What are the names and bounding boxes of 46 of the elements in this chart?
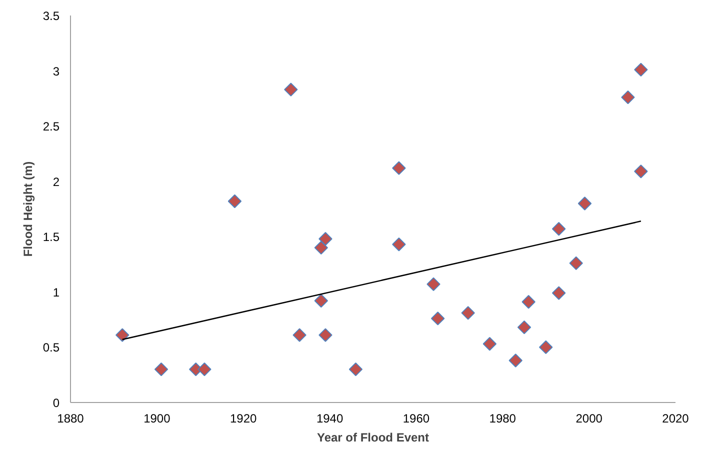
- point: [552, 222, 566, 236]
- point: [314, 294, 328, 308]
- point: [552, 286, 566, 300]
- point: [426, 277, 440, 292]
- y-tick-label: 0: [52, 396, 60, 410]
- point: [569, 256, 583, 270]
- point: [392, 161, 406, 175]
- point: [634, 164, 648, 178]
- y-tick-label: 2.5: [42, 120, 60, 134]
- point: [517, 320, 532, 334]
- point: [284, 82, 298, 96]
- x-tick-label: 2020: [662, 412, 690, 426]
- y-tick-label: 1.5: [42, 230, 60, 244]
- point: [430, 312, 445, 326]
- point: [115, 328, 130, 342]
- x-tick-label: 1980: [489, 412, 516, 426]
- point: [634, 62, 648, 77]
- point: [318, 232, 332, 246]
- x-tick-label: 1960: [402, 412, 430, 426]
- point: [508, 354, 522, 368]
- x-tick-label: 1900: [144, 412, 171, 426]
- point: [228, 194, 242, 208]
- point: [318, 328, 332, 342]
- point: [314, 240, 328, 255]
- point: [292, 328, 306, 342]
- point: [578, 196, 592, 210]
- point: [482, 337, 497, 351]
- x-tick-label: 1940: [316, 412, 344, 426]
- point: [522, 295, 536, 309]
- y-axis-title: Flood Height (m): [20, 161, 35, 257]
- point: [348, 362, 363, 376]
- y-tick-label: 2: [52, 174, 60, 189]
- x-tick-label: 2000: [576, 412, 603, 426]
- point: [198, 362, 212, 376]
- x-axis-title: Year of Flood Event: [316, 430, 430, 444]
- point: [154, 362, 168, 376]
- y-tick-label: 3: [52, 64, 60, 78]
- x-tick-label: 1880: [57, 412, 84, 426]
- point: [538, 340, 553, 354]
- point: [461, 306, 475, 320]
- y-tick-label: 3.5: [42, 9, 60, 23]
- y-tick-label: 1: [52, 285, 60, 300]
- point: [621, 90, 635, 104]
- point: [392, 238, 406, 252]
- y-tick-label: 0.5: [42, 340, 60, 355]
- x-tick-label: 1920: [230, 412, 258, 426]
